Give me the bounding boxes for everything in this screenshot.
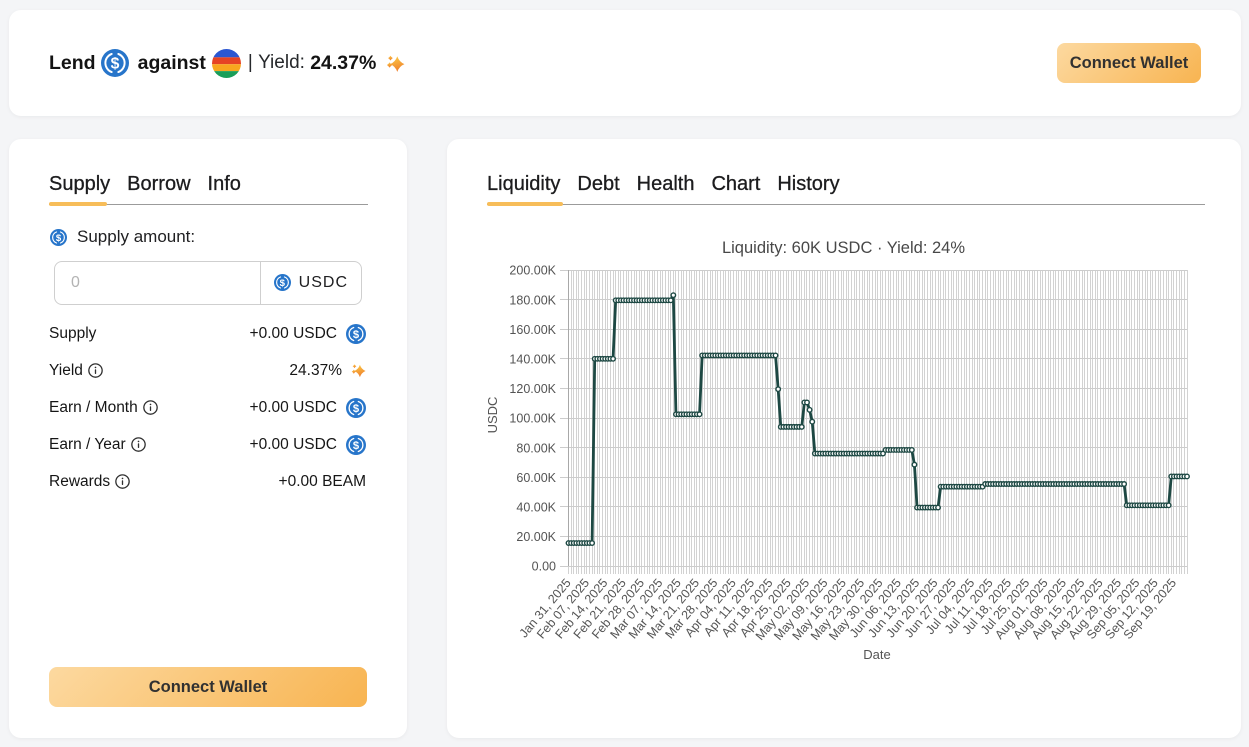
svg-text:$: $ bbox=[353, 403, 360, 415]
svg-text:$: $ bbox=[280, 278, 286, 289]
svg-text:USDC: USDC bbox=[485, 397, 500, 434]
svg-text:160.00K: 160.00K bbox=[509, 323, 556, 337]
svg-text:200.00K: 200.00K bbox=[509, 264, 556, 278]
svg-text:80.00K: 80.00K bbox=[516, 441, 556, 455]
svg-text:120.00K: 120.00K bbox=[509, 382, 556, 396]
svg-text:$: $ bbox=[353, 329, 360, 341]
svg-text:100.00K: 100.00K bbox=[509, 412, 556, 426]
svg-text:0.00: 0.00 bbox=[532, 560, 556, 574]
svg-text:140.00K: 140.00K bbox=[509, 353, 556, 367]
svg-text:180.00K: 180.00K bbox=[509, 293, 556, 307]
svg-text:Date: Date bbox=[863, 647, 890, 662]
svg-text:$: $ bbox=[56, 232, 62, 243]
svg-text:20.00K: 20.00K bbox=[516, 530, 556, 544]
svg-text:$: $ bbox=[110, 56, 119, 73]
svg-text:60.00K: 60.00K bbox=[516, 471, 556, 485]
svg-text:$: $ bbox=[353, 440, 360, 452]
svg-text:40.00K: 40.00K bbox=[516, 501, 556, 515]
svg-text:Liquidity: 60K USDC · Yield: 2: Liquidity: 60K USDC · Yield: 24% bbox=[722, 239, 965, 257]
